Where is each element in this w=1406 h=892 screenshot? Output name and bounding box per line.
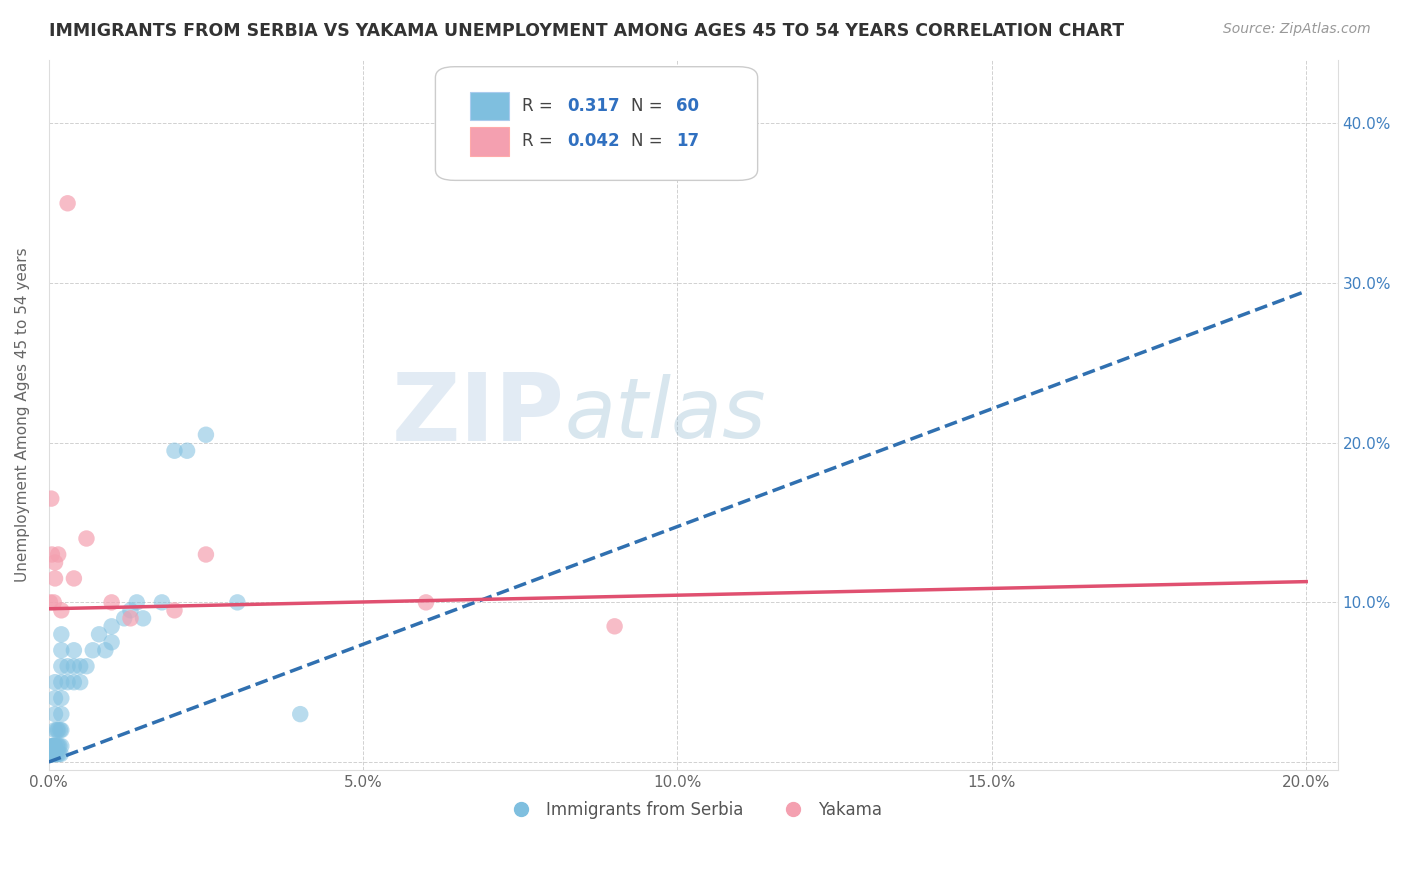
Point bbox=[49, 723, 72, 737]
Point bbox=[46, 747, 69, 761]
Text: IMMIGRANTS FROM SERBIA VS YAKAMA UNEMPLOYMENT AMONG AGES 45 TO 54 YEARS CORRELAT: IMMIGRANTS FROM SERBIA VS YAKAMA UNEMPLO… bbox=[49, 22, 1125, 40]
Point bbox=[87, 627, 110, 641]
Point bbox=[603, 619, 626, 633]
Point bbox=[48, 739, 70, 753]
Point bbox=[51, 707, 73, 722]
Point bbox=[44, 747, 66, 761]
Point bbox=[100, 635, 122, 649]
Point bbox=[51, 643, 73, 657]
Point bbox=[44, 556, 66, 570]
Point bbox=[42, 739, 65, 753]
Point bbox=[44, 747, 66, 761]
Point bbox=[94, 643, 117, 657]
Point bbox=[42, 595, 65, 609]
Point bbox=[42, 747, 65, 761]
Point bbox=[41, 747, 63, 761]
Text: atlas: atlas bbox=[564, 375, 766, 455]
Point bbox=[163, 443, 186, 458]
Point bbox=[226, 595, 249, 609]
Point bbox=[176, 443, 198, 458]
Point bbox=[76, 532, 98, 546]
Text: R =: R = bbox=[522, 132, 558, 150]
Point bbox=[51, 627, 73, 641]
Point bbox=[46, 739, 69, 753]
Point bbox=[44, 675, 66, 690]
Point bbox=[415, 595, 437, 609]
Point bbox=[63, 571, 86, 585]
Point bbox=[63, 643, 86, 657]
Point bbox=[44, 739, 66, 753]
Point bbox=[41, 739, 63, 753]
Point bbox=[41, 739, 63, 753]
Text: Source: ZipAtlas.com: Source: ZipAtlas.com bbox=[1223, 22, 1371, 37]
Point bbox=[100, 595, 122, 609]
Point bbox=[56, 659, 79, 673]
Point bbox=[290, 707, 312, 722]
Text: 0.317: 0.317 bbox=[567, 96, 620, 115]
Point bbox=[44, 739, 66, 753]
Point bbox=[51, 603, 73, 617]
Point bbox=[42, 739, 65, 753]
Point bbox=[63, 675, 86, 690]
Point bbox=[39, 747, 62, 761]
Point bbox=[69, 675, 91, 690]
Point bbox=[48, 747, 70, 761]
Point bbox=[56, 196, 79, 211]
Point bbox=[56, 675, 79, 690]
Text: R =: R = bbox=[522, 96, 558, 115]
Bar bbox=[470, 92, 509, 120]
Point bbox=[194, 548, 217, 562]
Point bbox=[45, 747, 67, 761]
FancyBboxPatch shape bbox=[436, 67, 758, 180]
Point bbox=[76, 659, 98, 673]
Text: N =: N = bbox=[631, 96, 668, 115]
Point bbox=[45, 723, 67, 737]
Point bbox=[44, 707, 66, 722]
Point bbox=[100, 619, 122, 633]
Text: N =: N = bbox=[631, 132, 668, 150]
Point bbox=[39, 491, 62, 506]
Point bbox=[39, 595, 62, 609]
Point bbox=[120, 603, 142, 617]
Point bbox=[51, 691, 73, 706]
Y-axis label: Unemployment Among Ages 45 to 54 years: Unemployment Among Ages 45 to 54 years bbox=[15, 247, 30, 582]
Point bbox=[51, 739, 73, 753]
Text: 0.042: 0.042 bbox=[567, 132, 620, 150]
Point bbox=[45, 739, 67, 753]
Point bbox=[82, 643, 104, 657]
Text: ZIP: ZIP bbox=[391, 368, 564, 461]
Text: 60: 60 bbox=[676, 96, 699, 115]
Bar bbox=[470, 127, 509, 155]
Point bbox=[46, 723, 69, 737]
Point bbox=[51, 675, 73, 690]
Point bbox=[49, 747, 72, 761]
Point bbox=[41, 747, 63, 761]
Point bbox=[39, 747, 62, 761]
Point bbox=[42, 747, 65, 761]
Point bbox=[41, 548, 63, 562]
Text: 17: 17 bbox=[676, 132, 700, 150]
Point bbox=[112, 611, 135, 625]
Point bbox=[44, 691, 66, 706]
Legend: Immigrants from Serbia, Yakama: Immigrants from Serbia, Yakama bbox=[498, 794, 889, 826]
Point bbox=[150, 595, 173, 609]
Point bbox=[194, 427, 217, 442]
Point bbox=[39, 747, 62, 761]
Point bbox=[44, 723, 66, 737]
Point bbox=[44, 571, 66, 585]
Point bbox=[132, 611, 155, 625]
Point bbox=[120, 611, 142, 625]
Point bbox=[163, 603, 186, 617]
Point bbox=[125, 595, 148, 609]
Point bbox=[51, 723, 73, 737]
Point bbox=[63, 659, 86, 673]
Point bbox=[46, 548, 69, 562]
Point bbox=[51, 659, 73, 673]
Point bbox=[69, 659, 91, 673]
